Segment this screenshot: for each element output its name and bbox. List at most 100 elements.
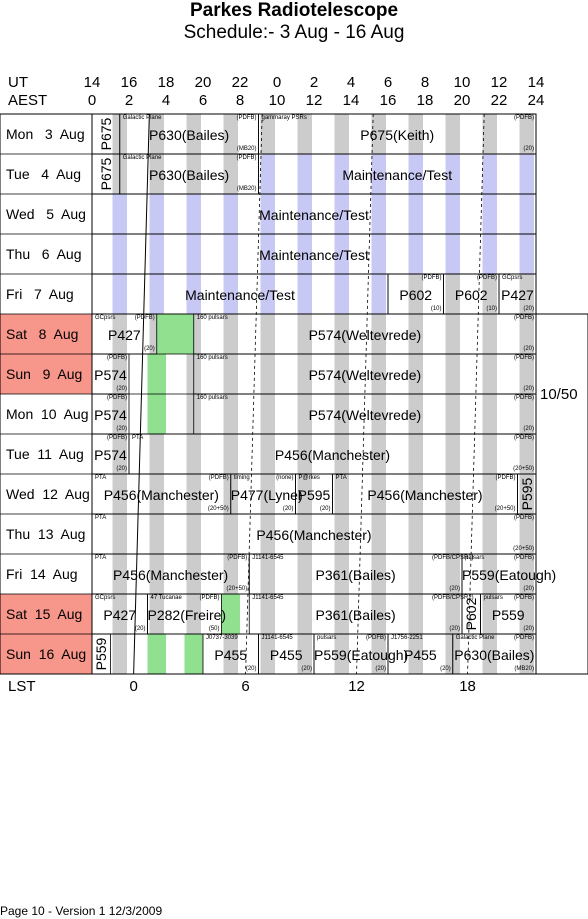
hour-stripe [149,194,164,234]
booking-backend: (PDFB) [208,475,229,481]
hour-stripe [482,634,497,674]
hour-stripe [445,594,460,634]
hour-stripe [371,354,386,394]
booking-receiver: (20) [523,306,534,312]
booking-target: pulsars [483,595,503,601]
hour-stripe [334,514,349,554]
hour-stripe [519,554,534,594]
weekend-cell [0,634,92,674]
booking-backend: (PDFB) [134,315,155,321]
booking-backend: (PDFB) [236,115,257,121]
hour-stripe [408,154,423,194]
hour-stripe [260,554,275,594]
hour-stripe [334,594,349,634]
hour-stripe [519,394,534,434]
ut-hour: 16 [120,74,138,91]
booking-label: P574 [94,407,127,423]
hour-stripe [408,314,423,354]
green-slot [147,634,166,674]
hour-stripe [519,114,534,154]
lst-tick: 12 [348,678,365,695]
hour-stripe [519,474,534,514]
hour-stripe [519,434,534,474]
hour-stripe [334,194,349,234]
hour-stripe [519,194,534,234]
booking-label: P602 [463,597,480,631]
hour-stripe [482,474,497,514]
aest-hour: 4 [161,92,171,109]
hour-stripe [112,274,127,314]
booking-receiver: (20) [245,666,257,672]
booking-label: P630(Bailes) [149,127,230,143]
hour-stripe [149,554,164,594]
hour-stripe [297,234,312,274]
booking-backend: (PDFB) [514,595,534,601]
green-slot [156,314,194,354]
hour-stripe [445,274,460,314]
booking-label: P361(Bailes) [315,567,396,583]
hour-stripe [445,474,460,514]
ut-hour: 12 [490,74,508,91]
hour-stripe [186,474,201,514]
day-label: Tue 4 Aug [6,166,81,182]
hour-stripe [519,354,534,394]
booking-label: P455 [404,647,437,663]
hour-stripe [297,194,312,234]
ut-hour: 14 [527,74,545,91]
booking-backend: (PDFB) [514,115,534,121]
ut-hour: 8 [420,74,430,91]
hour-stripe [297,474,312,514]
hour-stripe [297,594,312,634]
hour-stripe [482,114,497,154]
booking-backend: (PDFB/CPSR2) [432,555,474,561]
aest-hour: 20 [453,92,471,109]
booking-target: J1756-2251 [391,635,423,641]
day-label: Wed 12 Aug [6,486,90,502]
hour-stripe [260,114,275,154]
page-title: Parkes Radiotelescope [189,0,399,21]
booking-target: Galactic Plane [122,155,162,161]
hour-stripe [223,394,238,434]
hour-stripe [334,474,349,514]
booking-backend: (PDFB) [227,555,248,561]
hour-stripe [112,314,127,354]
booking-label: P574(Weltevrede) [308,367,422,383]
lst-tick: 6 [241,678,250,695]
hour-stripe [223,554,238,594]
day-label: Mon 10 Aug [6,406,89,422]
hour-stripe [445,394,460,434]
booking-label: P630(Bailes) [149,167,230,183]
booking-target: 160 pulsars [196,395,228,401]
hour-stripe [223,274,238,314]
hour-stripe [149,234,164,274]
hour-stripe [371,154,386,194]
booking-receiver: (20) [523,626,534,632]
booking-label: P456(Manchester) [113,567,229,583]
day-label: Wed 5 Aug [6,206,86,222]
hour-stripe [260,434,275,474]
hour-stripe [112,634,127,674]
booking-target: 160 pulsars [196,315,228,321]
booking-backend: (PDFB) [107,435,127,441]
booking-receiver: (20) [319,506,331,512]
hour-stripe [186,594,201,634]
booking-receiver: (20) [144,346,155,352]
hour-stripe [371,594,386,634]
booking-backend: (PDFB) [366,635,386,641]
booking-receiver: (20) [523,346,534,352]
booking-target: GCpsrs [502,275,523,281]
hour-stripe [260,634,275,674]
hour-stripe [186,554,201,594]
hour-stripe [334,394,349,434]
booking-receiver: (20) [116,386,127,392]
hour-stripe [223,354,238,394]
hour-stripe [445,234,460,274]
hour-stripe [445,194,460,234]
ut-hour: 14 [83,74,101,91]
hour-stripe [334,274,349,314]
booking-receiver: (20) [449,586,460,592]
hour-stripe [445,154,460,194]
booking-backend: (PDFB) [107,355,127,361]
booking-receiver: (20+50) [494,506,516,512]
aest-hour: 14 [342,92,360,109]
